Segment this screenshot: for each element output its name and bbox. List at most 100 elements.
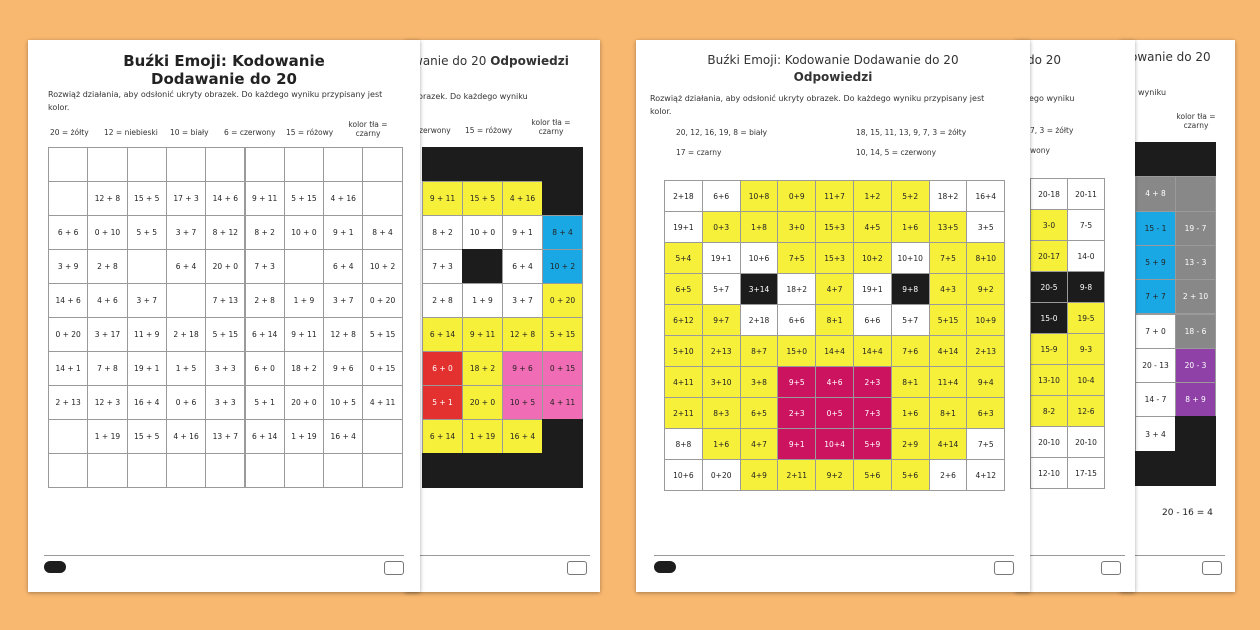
grid-cell: 1 + 19: [87, 419, 128, 454]
grid-cell: 4+6: [815, 366, 854, 398]
grid-cell: 12-6: [1067, 395, 1105, 427]
grid-cell: 5+15: [928, 304, 968, 336]
grid-cell: [323, 147, 364, 182]
grid-cell: 20 + 0: [205, 249, 246, 284]
grid-cell: 9-8: [1067, 271, 1105, 303]
grid-cell: 10 + 0: [283, 215, 325, 250]
grid-cell: 6+5: [739, 397, 779, 429]
grid-cell: 10 + 0: [462, 215, 503, 250]
grid-cell: [48, 147, 89, 182]
grid-cell: 3+14: [739, 273, 779, 305]
instructions: wyniku: [1138, 88, 1167, 97]
grid-cell: 7+5: [966, 428, 1006, 460]
footer-line: [44, 555, 404, 556]
grid-cell: 2+6: [928, 459, 968, 491]
grid-cell: 7 + 7: [1135, 279, 1176, 315]
grid-cell: 3 + 17: [87, 317, 128, 352]
grid-cell: 9 + 6: [502, 351, 543, 386]
grid-cell: [1175, 142, 1216, 178]
grid-cell: 5 + 15: [362, 317, 403, 352]
grid-cell: 9+5: [777, 366, 817, 398]
grid-cell: [205, 453, 246, 488]
grid-cell: [542, 419, 583, 454]
grid-cell: 13-10: [1030, 364, 1068, 396]
grid-cell: 13 - 3: [1175, 244, 1216, 281]
grid-cell: 9 + 6: [323, 351, 364, 386]
grid-cell: 10 + 2: [362, 249, 403, 284]
grid-cell: 6+6: [853, 304, 892, 336]
grid-cell: 14 - 7: [1135, 382, 1176, 418]
grid-cell: 15-0: [1030, 302, 1068, 334]
grid-cell: 4 + 16: [323, 181, 364, 216]
grid-cell: 19+1: [853, 273, 892, 305]
title-part: wanie do 20: [413, 54, 487, 68]
key-item: 20, 12, 16, 19, 8 = biały: [676, 128, 768, 137]
grid-cell: [283, 147, 325, 182]
worksheet: Buźki Emoji: Kodowanie Dodawanie do 20 R…: [28, 40, 420, 592]
grid-cell: [422, 147, 463, 182]
instructions: Rozwiąż działania, aby odsłonić ukryty o…: [48, 90, 383, 112]
grid-cell: 2+3: [777, 397, 817, 429]
footer-line: [1130, 555, 1225, 556]
grid-cell: 10+8: [739, 180, 779, 212]
grid-cell: 16 + 4: [502, 419, 543, 454]
grid-cell: 6 + 4: [323, 249, 364, 284]
grid-cell: 3 + 7: [502, 283, 543, 318]
grid-cell: 5+2: [890, 180, 930, 212]
grid-cell: 7-5: [1067, 209, 1105, 241]
grid-cell: 19 - 7: [1175, 210, 1216, 246]
grid-cell: 2 + 8: [87, 249, 128, 284]
grid-cell: [462, 147, 503, 182]
title-part: Odpowiedzi: [490, 54, 569, 68]
badge: [1202, 561, 1222, 575]
grid-cell: 12-10: [1030, 457, 1068, 489]
grid-cell: 0+9: [777, 180, 817, 212]
grid-cell: 7 + 3: [422, 249, 463, 284]
grid-cell: [323, 453, 364, 488]
grid-cell: 6+5: [664, 273, 703, 305]
grid-cell: 9 + 11: [283, 317, 325, 352]
grid-cell: 20-17: [1030, 240, 1068, 272]
badge: [567, 561, 587, 575]
grid-cell: 2+11: [777, 459, 817, 491]
grid-cell: [126, 147, 167, 182]
grid-cell: 2+18: [664, 180, 703, 212]
grid-cell: 8-2: [1030, 395, 1068, 427]
grid-cell: 19-5: [1067, 302, 1105, 334]
grid-cell: 5+9: [853, 428, 892, 460]
grid-cell: 18 + 2: [283, 351, 325, 386]
grid-cell: 2 + 10: [1175, 279, 1216, 315]
grid-cell: 15 + 5: [462, 181, 503, 216]
grid-cell: 13 + 7: [205, 419, 246, 454]
grid-cell: 4+5: [853, 211, 892, 243]
grid-cell: 10-4: [1067, 364, 1105, 396]
grid-cell: [362, 147, 403, 182]
grid-cell: 6+6: [777, 304, 817, 336]
grid-cell: 2 + 8: [422, 283, 463, 318]
grid-cell: [205, 147, 246, 182]
grid-cell: [283, 249, 325, 284]
grid-cell: 3+8: [739, 366, 779, 398]
grid-cell: 1 + 9: [283, 283, 325, 318]
footer-line: [654, 555, 1014, 556]
grid-cell: 0+5: [815, 397, 854, 429]
key-item: 10 = biały: [170, 128, 209, 137]
grid-cell: 9+4: [966, 366, 1006, 398]
grid-cell: [48, 419, 89, 454]
grid-cell: 0 + 20: [362, 283, 403, 318]
sheet-title: do 20: [1027, 53, 1062, 67]
grid-cell: 15 + 5: [126, 419, 167, 454]
grid-cell: 3 + 3: [205, 385, 246, 420]
key-item: 20 = żółty: [50, 128, 89, 137]
grid-cell: 3 + 7: [323, 283, 364, 318]
grid-cell: 7 + 8: [87, 351, 128, 386]
grid-cell: 20-10: [1067, 426, 1105, 458]
grid-cell: [126, 249, 167, 284]
badge: [384, 561, 404, 575]
badge: [1101, 561, 1121, 575]
grid-cell: 14+4: [815, 335, 854, 367]
grid-cell: [1135, 450, 1176, 486]
grid-cell: 4 + 16: [165, 419, 207, 454]
grid-cell: 0+3: [701, 211, 741, 243]
grid-cell: 5 + 1: [244, 385, 285, 420]
